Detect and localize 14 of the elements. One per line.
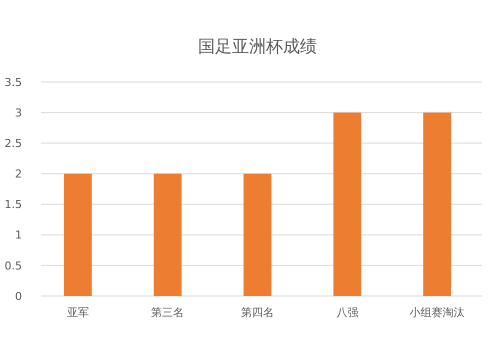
y-tick-label: 0.5 — [4, 259, 22, 272]
y-tick-label: 1 — [15, 228, 22, 242]
y-tick-label: 2 — [15, 168, 22, 181]
y-tick-label: 3.5 — [4, 76, 22, 89]
x-tick-label: 亚军 — [66, 306, 89, 319]
y-tick-label: 2.5 — [4, 136, 22, 150]
y-tick-label: 0 — [15, 290, 22, 303]
x-tick-label: 第三名 — [151, 306, 184, 319]
x-tick-label: 小组赛淘汰 — [410, 306, 465, 319]
chart-title: 国足亚洲杯成绩 — [198, 37, 317, 57]
y-tick-label: 1.5 — [4, 198, 22, 212]
x-tick-label: 第四名 — [241, 306, 274, 319]
y-tick-label: 3 — [15, 106, 22, 120]
x-tick-label: 八强 — [336, 306, 358, 319]
